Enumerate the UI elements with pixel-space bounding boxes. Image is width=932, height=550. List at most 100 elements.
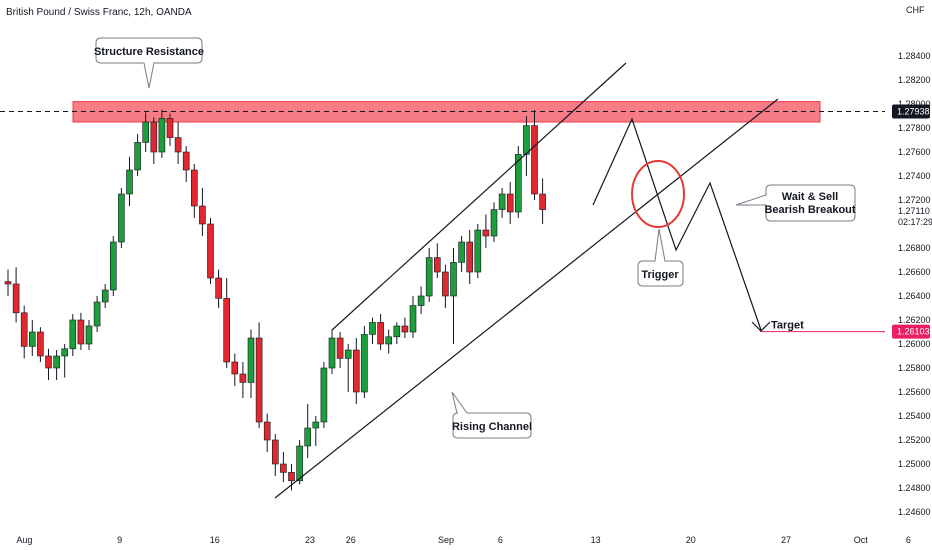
chart-title: British Pound / Swiss Franc, 12h, OANDA [6,7,192,18]
candle-body [425,257,433,297]
candle-body [255,337,263,423]
callout-breakout: Wait & Sell Bearish Breakout [735,184,856,222]
price-axis: 1.28400 1.28200 1.28000 1.27800 1.27600 1.274… [898,51,931,517]
candle-body [385,336,393,345]
price-tick-label: 1.26000 [898,339,931,349]
candle-body [126,169,133,195]
time-tick-label: Aug [16,535,32,545]
candle-body [417,295,425,306]
candle-body [118,193,125,243]
candle-body [498,193,506,210]
candle-body [304,427,312,447]
candle-body [69,319,77,350]
candle-body [433,257,441,273]
candle-body [369,322,376,335]
candle-body [85,325,93,345]
candle-body [271,439,279,465]
target-arrowhead [751,321,771,332]
price-tick-label: 1.25000 [898,459,931,469]
candle-body [199,205,206,225]
candle-body [336,337,344,359]
candle-body [12,283,20,314]
candle-body [93,301,101,327]
resistance-zone [72,101,821,123]
time-tick-label: 9 [117,535,122,545]
target-label: Target [771,320,804,332]
candle-body [393,325,401,338]
price-tick-label: 1.24600 [898,507,931,517]
candle-body [531,125,538,195]
candle-body [53,355,60,369]
bar-countdown: 02:17:29 [898,217,932,227]
time-tick-label: 6 [906,535,911,545]
price-tick-label: 1.26600 [898,267,931,277]
time-axis: Aug9162326Sep6132027Oct611 [16,535,911,545]
candle-body [523,125,530,155]
candle-body [158,118,166,153]
candle-body [466,241,474,273]
rising-channel-label: Rising Channel [452,421,532,433]
candle-body [231,361,239,375]
candle-body [77,319,85,345]
candle-body [166,118,174,138]
time-tick-label: 26 [346,535,356,545]
time-tick-label: 27 [781,535,791,545]
candle-body [312,421,320,429]
projection-path [592,117,762,331]
price-tick-label: 1.25800 [898,363,931,373]
channel-upper-line [331,62,627,331]
price-tick-label: 1.25600 [898,387,931,397]
candle-body [61,348,69,357]
channel-lower-line [274,98,779,499]
candle-body [101,289,109,303]
candle-body [239,373,247,383]
level-price-value: 1.27938 [897,106,930,116]
callout-rising-channel: Rising Channel [451,391,532,439]
candle-body [263,421,271,441]
candle-body [20,312,28,347]
callout-trigger: Trigger [637,228,684,287]
candle-body [320,367,328,423]
candle-body [474,229,482,273]
level-price-tag: 1.27938 [892,104,930,119]
candle-body [191,169,198,207]
target-price-value: 1.26103 [897,327,930,337]
current-price-value: 1.27110 [898,206,930,216]
price-tick-label: 1.27200 [898,195,931,205]
price-tick-label: 1.25400 [898,411,931,421]
candle-body [223,298,230,363]
candles [4,110,546,491]
time-tick-label: Sep [438,535,454,545]
candle-body [110,241,117,291]
candle-body [442,271,449,297]
trigger-label: Trigger [641,269,679,281]
structure-resistance-label: Structure Resistance [94,46,204,58]
candle-body [539,193,546,210]
candle-body [296,445,303,482]
candle-body [28,331,36,347]
price-tick-label: 1.28400 [898,51,931,61]
candle-body [207,223,214,279]
candle-body [352,349,360,393]
price-tick-label: 1.26400 [898,291,931,301]
candle-body [458,241,465,263]
candle-body [37,331,44,357]
time-tick-label: 23 [305,535,315,545]
wait-sell-label: Wait & Sell [782,191,838,203]
candle-body [344,349,352,359]
candle-body [45,355,52,369]
candle-body [247,337,255,383]
price-tick-label: 1.26800 [898,243,931,253]
time-tick-label: 13 [591,535,601,545]
time-tick-label: 6 [498,535,503,545]
candle-body [490,209,498,237]
candle-body [288,472,295,482]
candle-body [482,229,490,237]
candle-body [4,281,12,285]
candle-body [174,137,182,153]
bearish-breakout-label: Bearish Breakout [764,204,855,216]
candle-body [377,322,384,345]
callout-structure-resistance: Structure Resistance [94,37,204,89]
candle-body [134,142,141,171]
